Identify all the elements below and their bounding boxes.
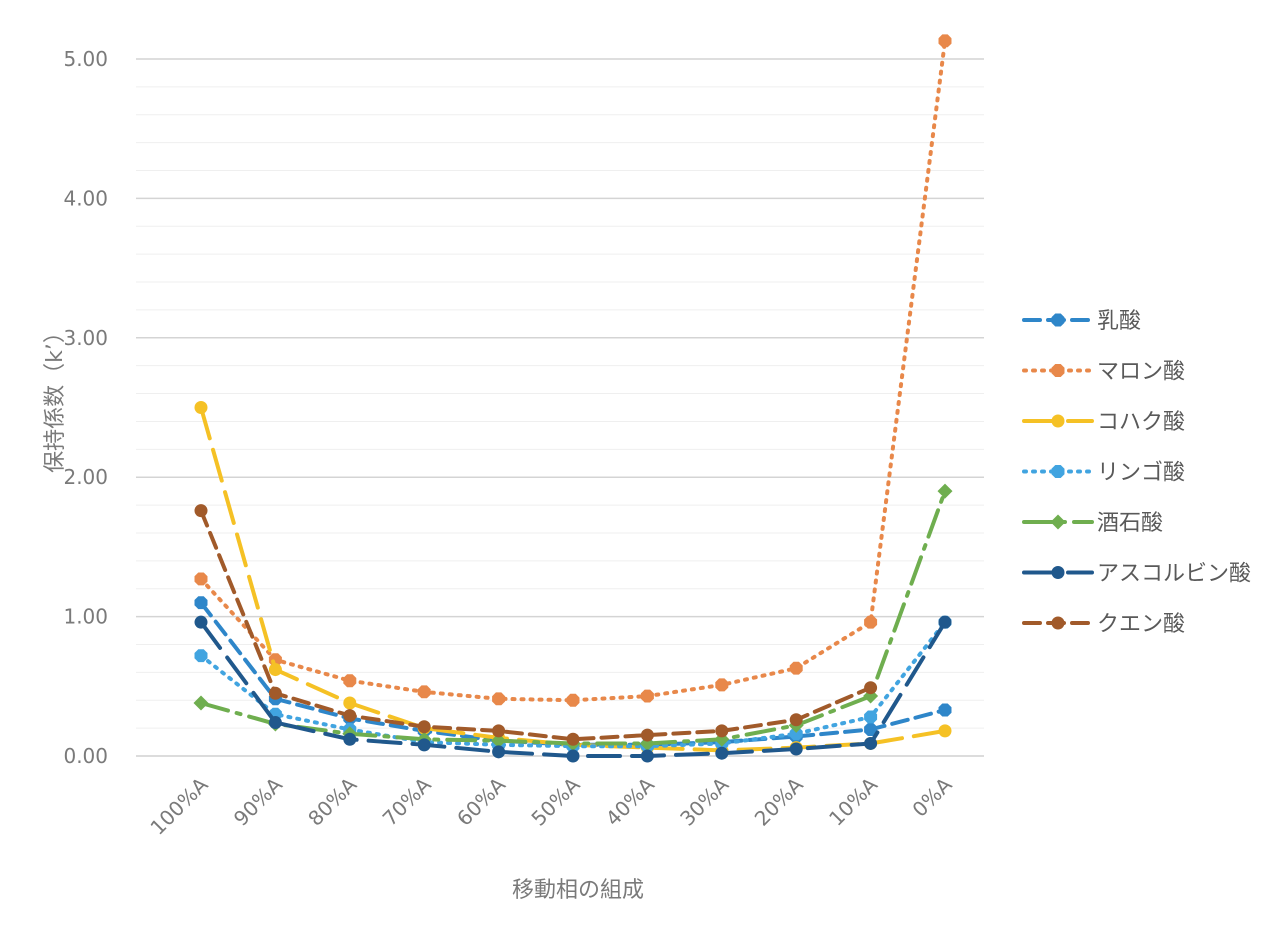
data-point	[640, 749, 654, 763]
data-point	[343, 709, 357, 723]
data-point	[566, 732, 580, 746]
series-6	[194, 615, 952, 763]
x-tick-label: 100%A	[145, 772, 212, 839]
x-tick-label: 70%A	[378, 772, 436, 830]
data-point	[640, 689, 654, 703]
legend-label: 酒石酸	[1097, 511, 1163, 536]
data-point	[417, 720, 431, 734]
y-axis-title: 保持係数（k’）	[43, 321, 68, 473]
data-point	[268, 716, 282, 730]
legend-label: マロン酸	[1097, 360, 1185, 385]
data-point	[715, 678, 729, 692]
data-point	[864, 723, 878, 736]
series-2	[194, 34, 952, 707]
data-point	[194, 572, 208, 586]
gridlines	[136, 58, 984, 757]
x-tick-label: 50%A	[526, 772, 584, 830]
data-point	[343, 732, 357, 746]
data-point	[789, 727, 803, 741]
x-tick-label: 90%A	[229, 772, 287, 830]
x-tick-label: 60%A	[452, 772, 510, 830]
legend-marker	[1051, 465, 1065, 478]
legend-item: アスコルビン酸	[1022, 562, 1251, 587]
x-tick-label: 10%A	[824, 772, 882, 830]
data-point	[566, 749, 580, 763]
legend-marker	[1051, 616, 1065, 630]
data-point	[715, 724, 729, 738]
data-point	[194, 649, 208, 663]
data-point	[193, 695, 209, 711]
legend-item: 乳酸	[1022, 309, 1141, 334]
legend-marker	[1051, 414, 1065, 428]
data-point	[417, 685, 431, 699]
legend-marker	[1051, 313, 1065, 327]
data-point	[864, 710, 878, 724]
data-point	[492, 745, 506, 759]
y-tick-label: 0.00	[63, 744, 108, 768]
series-7	[194, 504, 878, 746]
legend-item: 酒石酸	[1022, 511, 1163, 536]
legend-marker	[1050, 514, 1066, 530]
series-line	[199, 508, 873, 742]
y-tick-label: 1.00	[63, 605, 108, 629]
data-point	[194, 615, 208, 629]
data-point	[938, 724, 952, 738]
legend-marker	[1051, 566, 1065, 579]
data-point	[864, 681, 878, 695]
data-point	[789, 713, 803, 727]
legend-marker	[1051, 364, 1065, 377]
data-point	[268, 686, 282, 700]
legend-label: 乳酸	[1097, 309, 1141, 334]
data-point	[566, 693, 580, 707]
legend-item: クエン酸	[1022, 612, 1185, 637]
legend-label: コハク酸	[1097, 410, 1185, 435]
y-axis-ticks: 0.00 1.00 2.00 3.00 4.00 5.00	[63, 47, 108, 768]
data-point	[194, 596, 208, 610]
data-point	[492, 692, 506, 706]
data-point	[864, 736, 878, 750]
x-tick-label: 40%A	[601, 772, 659, 830]
data-point	[864, 615, 878, 629]
data-point	[491, 733, 507, 749]
legend-item: マロン酸	[1022, 360, 1185, 385]
data-point	[492, 724, 506, 738]
y-tick-label: 5.00	[63, 47, 108, 71]
x-tick-label: 30%A	[675, 772, 733, 830]
data-point	[789, 661, 803, 675]
data-point	[715, 746, 729, 760]
legend-label: アスコルビン酸	[1097, 562, 1251, 587]
data-point	[640, 728, 654, 742]
legend-label: リンゴ酸	[1097, 461, 1185, 486]
series-lines	[193, 34, 953, 763]
series-line	[199, 38, 947, 703]
x-tick-label: 80%A	[303, 772, 361, 830]
y-tick-label: 3.00	[63, 326, 108, 350]
data-point	[938, 703, 952, 717]
data-point	[343, 674, 357, 688]
x-tick-label: 20%A	[750, 772, 808, 830]
data-point	[194, 401, 208, 414]
legend-item: コハク酸	[1022, 410, 1185, 435]
x-axis-title: 移動相の組成	[512, 878, 644, 903]
data-point	[938, 615, 952, 629]
legend-item: リンゴ酸	[1022, 461, 1185, 486]
y-tick-label: 4.00	[63, 186, 108, 210]
data-point	[789, 742, 803, 756]
y-tick-label: 2.00	[63, 465, 108, 489]
data-point	[343, 696, 357, 710]
data-point	[194, 504, 208, 518]
data-point	[268, 663, 282, 677]
data-point	[937, 483, 953, 499]
data-point	[938, 34, 952, 48]
x-axis-ticks: 100%A 90%A 80%A 70%A 60%A 50%A 40%A 30%A 20%A 10%…	[145, 772, 956, 839]
data-point	[417, 738, 431, 752]
x-tick-label: 0%A	[907, 772, 956, 821]
legend-label: クエン酸	[1097, 612, 1185, 637]
